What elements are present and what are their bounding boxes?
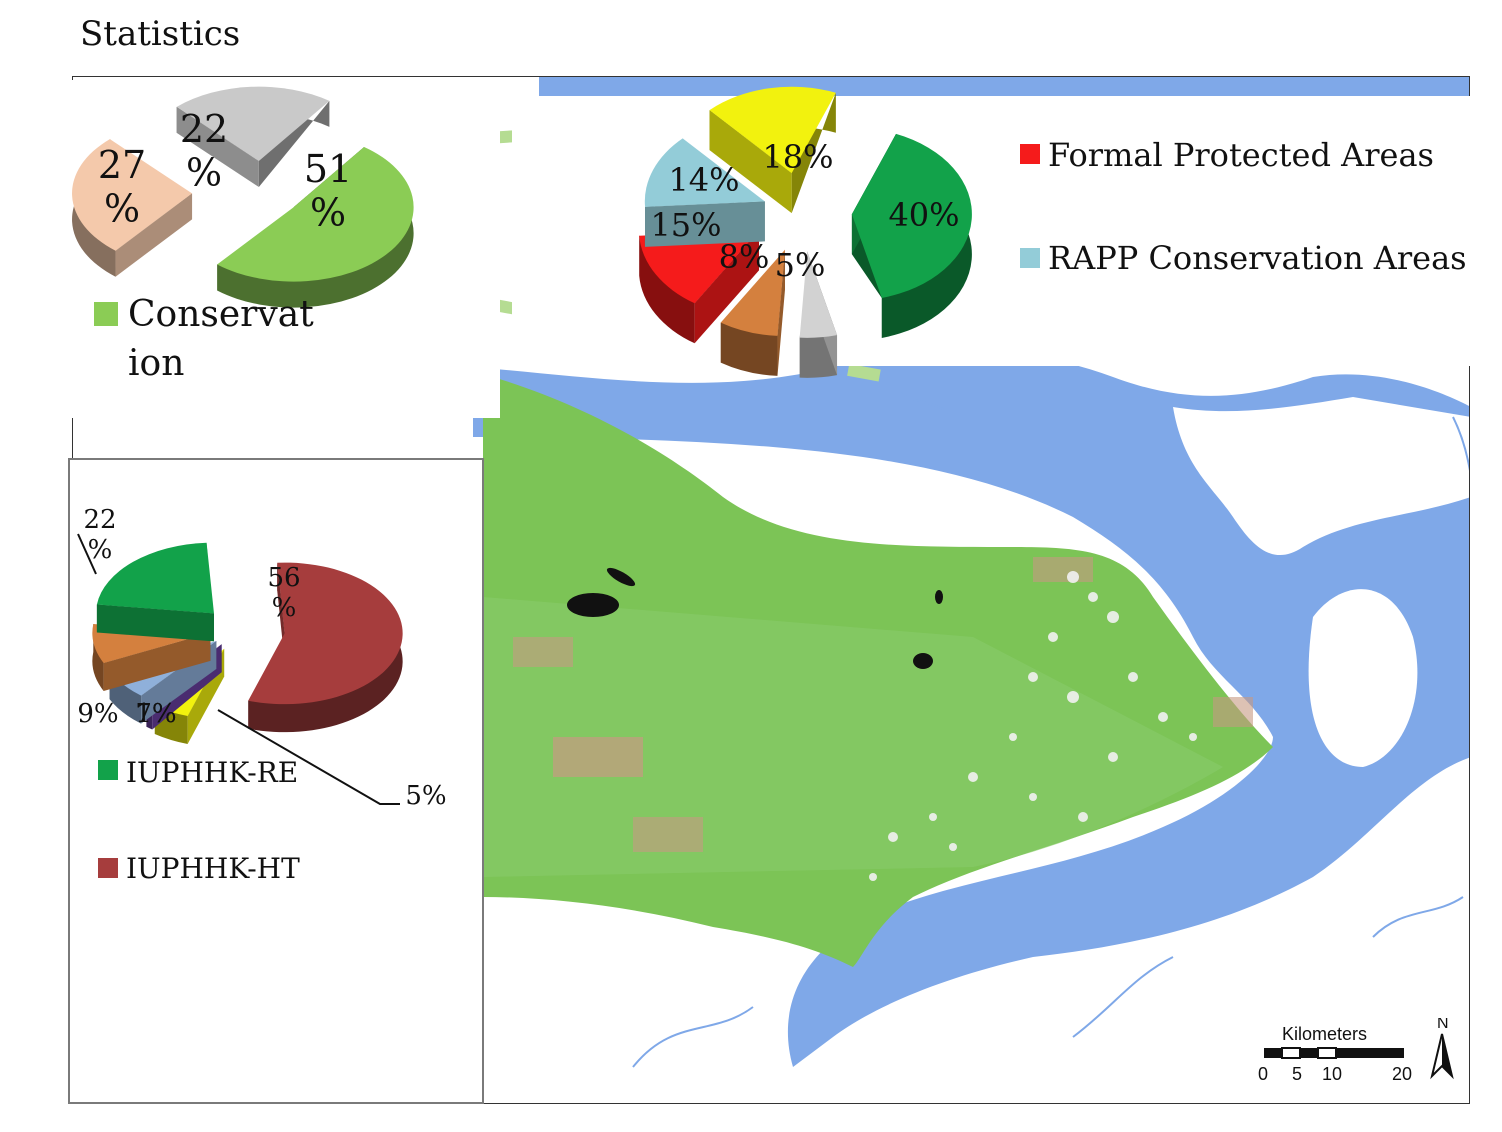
pie-2-label-3: 7% [135, 699, 176, 729]
scale-seg-2 [1281, 1047, 1301, 1059]
pie-0-slice-1 [176, 86, 330, 188]
pie-conservation-labels: 40% 5%8%15% 14% 18% [650, 138, 959, 284]
leader-line-5 [217, 709, 400, 805]
pie-overall-slices [72, 86, 414, 308]
scale-seg-3 [1300, 1048, 1318, 1058]
chart-panel-concessions: 56% 5% 1% 7% 9% 22% IUPHHK-RE IUPHHK-HT [68, 458, 484, 1104]
pie-chart-overall: 27 % 22% 51% Conservat ion [72, 86, 414, 384]
pie-1-slice-1 [799, 251, 838, 378]
pie-concessions-labels: 56 % 5% 1%7% 9% 22% [77, 505, 446, 811]
pie-chart-conservation: 40%5%8%15%14%18% Formal Protected Areas … [639, 86, 1467, 378]
pie-overall-labels: 27 % 22% 51% [98, 107, 352, 235]
scale-bar: Kilometers 0 5 10 20 N [1252, 1015, 1472, 1088]
page-title: Statistics [80, 14, 241, 54]
scale-tick-5: 5 [1292, 1064, 1302, 1084]
pie-1-label-3: 15% [650, 206, 721, 244]
pie-2-slice-5 [96, 542, 214, 642]
legend-label-conservation-1: Conservat [128, 294, 314, 335]
legend-label-ht: IUPHHK-HT [126, 852, 300, 885]
legend-swatch-ht [98, 858, 118, 878]
chart-panel-overall: 27% 22% 51% Conservat ion [72, 80, 500, 418]
pie-0-slice-2 [217, 147, 414, 308]
pie-1-label-4: 14% [668, 161, 739, 199]
legend-swatch-formal [1020, 144, 1040, 164]
pie-1-label-5: 18% [762, 138, 833, 176]
pie-2-label-0: 56% [267, 563, 300, 623]
pie-2-label-1: 5% [405, 781, 446, 811]
pie-2-label-2: 1% [135, 699, 176, 729]
pie-1-slice-5 [709, 86, 836, 214]
scale-seg-5 [1336, 1048, 1404, 1058]
pie-chart-concessions: 56 % 5% 1%7% 9% 22% IUPHHK-RE IUPHHK-HT [77, 505, 447, 885]
legend-label-formal: Formal Protected Areas [1048, 136, 1434, 174]
pie-2-label-4: 9% [77, 699, 118, 729]
pie-2-slice-0 [248, 562, 403, 733]
scale-unit: Kilometers [1282, 1024, 1367, 1044]
scale-tick-0: 0 [1258, 1064, 1268, 1084]
island-shade [483, 597, 1223, 877]
scale-tick-10: 10 [1322, 1064, 1342, 1084]
legend-label-conservation-2: ion [128, 343, 184, 384]
legend-swatch-rapp [1020, 248, 1040, 268]
river [473, 351, 1469, 1067]
pie-1-slice-3 [639, 230, 759, 344]
pie-1-label-1: 5% [775, 246, 826, 284]
land-upper [1173, 397, 1469, 556]
map-drawing [473, 77, 1469, 1068]
pie-2-label-5: 22% [83, 505, 116, 565]
scale-tick-20: 20 [1392, 1064, 1412, 1084]
leader-line-22 [77, 533, 97, 575]
pie-0-label-2: 51% [304, 147, 352, 235]
pie-0-label-0: 27% [98, 143, 146, 231]
legend-swatch-re [98, 760, 118, 780]
pie-0-label-1: 22% [180, 107, 228, 195]
scale-seg-4 [1317, 1047, 1337, 1059]
chart-panel-conservation: 40% 5% 8% 15% 14% 18% Formal Protected Areas … [512, 86, 1472, 378]
pie-conservation-slices [639, 86, 972, 378]
legend-swatch-conservation [94, 302, 118, 326]
north-label: N [1437, 1018, 1449, 1032]
island [1308, 589, 1418, 767]
pie-1-label-2: 8% [719, 238, 770, 276]
legend-label-rapp: RAPP Conservation Areas [1048, 239, 1467, 277]
pie-1-label-0: 40% [888, 196, 959, 234]
pie-1-slice-2 [720, 249, 786, 376]
pie-0-slice-0 [72, 139, 193, 277]
legend-label-re: IUPHHK-RE [126, 756, 298, 789]
pie-1-slice-0 [851, 133, 972, 338]
scale-bar-drawing: Kilometers 0 5 10 20 N [1258, 1015, 1454, 1084]
pie-1-slice-4 [644, 138, 765, 247]
pie-concessions-slices [92, 542, 403, 745]
scale-seg-1 [1264, 1048, 1282, 1058]
